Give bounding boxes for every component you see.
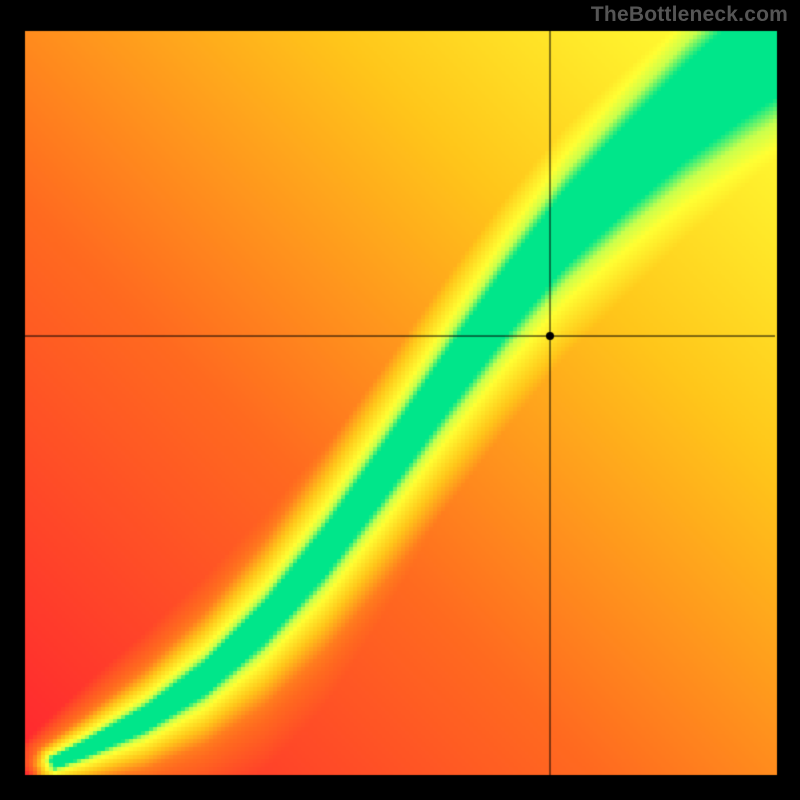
bottleneck-heatmap-canvas [0, 0, 800, 800]
watermark-text: TheBottleneck.com [591, 3, 788, 27]
chart-container: TheBottleneck.com [0, 0, 800, 800]
